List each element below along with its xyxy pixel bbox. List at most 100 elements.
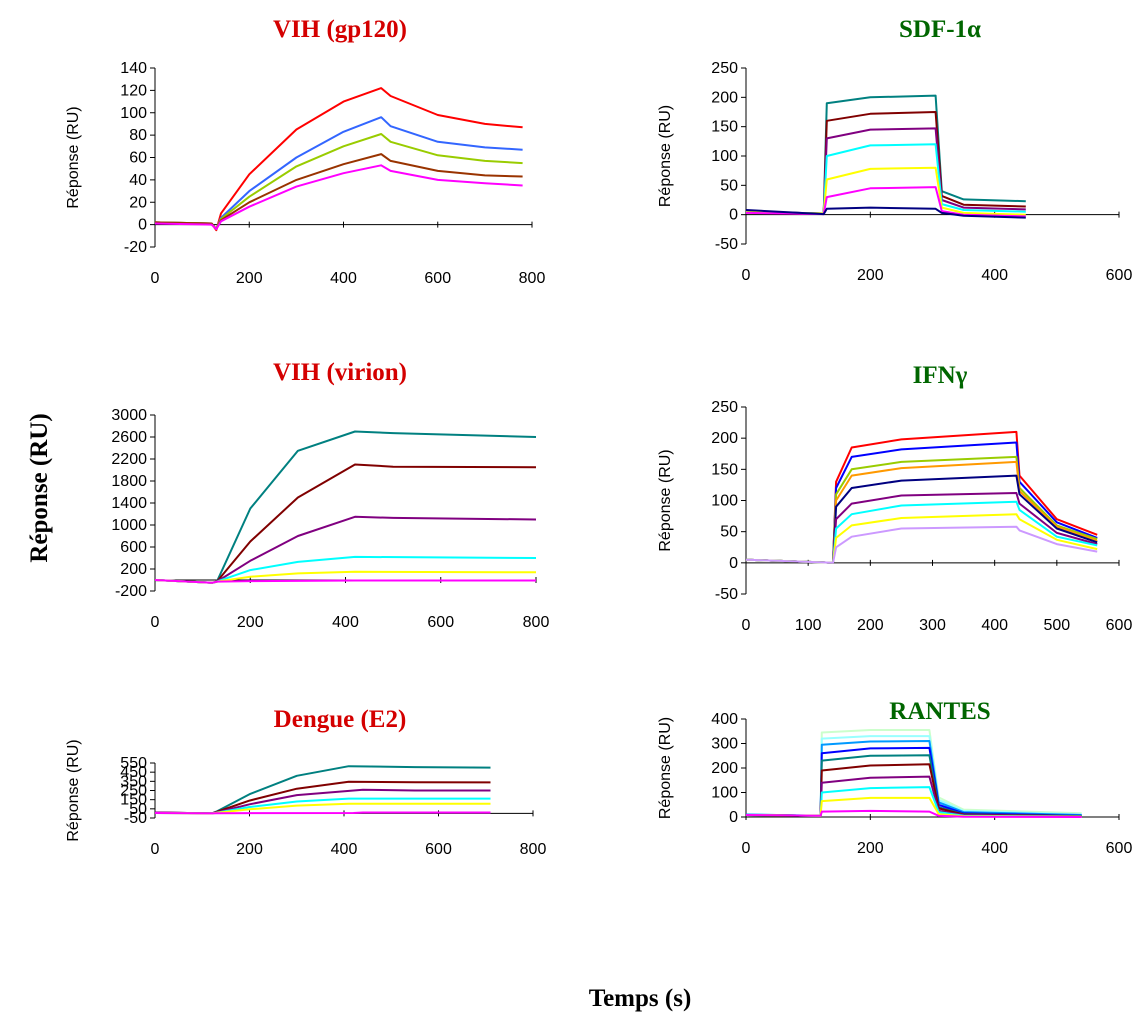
y-tick-label: -50: [715, 586, 738, 603]
y-tick-label: 1000: [111, 517, 147, 534]
series-line-7: [745, 206, 1026, 219]
y-axis-label: Réponse (RU): [65, 106, 82, 208]
y-tick-label: 0: [729, 555, 738, 572]
y-tick-label: 1400: [111, 495, 147, 512]
y-tick-label: 100: [711, 148, 738, 165]
y-tick-label: 150: [120, 792, 147, 809]
y-tick-label: 300: [711, 736, 738, 753]
x-tick-label: 400: [332, 614, 359, 631]
x-tick-label: 400: [330, 270, 357, 287]
y-tick-label: 100: [711, 785, 738, 802]
x-tick-label: 100: [795, 617, 822, 634]
x-tick-label: 200: [237, 614, 264, 631]
chart-panel-6: RANTES Réponse (RU) 0 100 200 300 400 0 200 400 60…: [657, 698, 1132, 857]
x-tick-label: 0: [151, 270, 160, 287]
series-line-2: [745, 111, 1026, 215]
y-tick-label: -50: [124, 810, 147, 827]
series-line-2: [154, 463, 537, 584]
y-tick-label: 150: [711, 461, 738, 478]
y-tick-label: 80: [129, 127, 147, 144]
series-line-5: [745, 474, 1098, 564]
figure-y-axis-label: Réponse (RU): [26, 413, 53, 562]
series-line-3: [745, 740, 1082, 817]
x-tick-label: 0: [742, 840, 751, 857]
series-line-4: [154, 797, 491, 815]
x-tick-label: 200: [857, 840, 884, 857]
y-tick-label: 140: [120, 60, 147, 77]
chart-title: SDF-1α: [899, 16, 981, 43]
y-tick-label: -50: [715, 236, 738, 253]
y-tick-label: 200: [711, 430, 738, 447]
x-tick-label: 600: [427, 614, 454, 631]
y-axis-label: Réponse (RU): [657, 449, 674, 551]
x-tick-label: 600: [425, 841, 452, 858]
series-line-1: [154, 430, 537, 584]
y-tick-label: 350: [120, 773, 147, 790]
series-line-1: [745, 729, 1082, 817]
y-tick-label: 100: [120, 105, 147, 122]
x-tick-label: 200: [236, 841, 263, 858]
y-tick-label: 50: [129, 801, 147, 818]
x-tick-label: 500: [1043, 617, 1070, 634]
x-tick-label: 200: [857, 267, 884, 284]
chart-panel-1: VIH (gp120)Réponse (RU)-2002040608010012…: [65, 16, 545, 287]
series-line-3: [154, 788, 491, 815]
y-tick-label: 0: [729, 809, 738, 826]
y-tick-label: 1800: [111, 473, 147, 490]
y-tick-label: 400: [711, 711, 738, 728]
x-tick-label: 0: [151, 841, 160, 858]
y-tick-label: 600: [120, 539, 147, 556]
x-tick-label: 400: [981, 267, 1008, 284]
x-tick-label: 800: [519, 270, 546, 287]
x-tick-label: 200: [236, 270, 263, 287]
x-tick-label: 300: [919, 617, 946, 634]
chart-title: RANTES: [889, 698, 990, 725]
chart-panels: VIH (gp120)Réponse (RU)-2002040608010012…: [65, 16, 1132, 858]
x-tick-label: 600: [1106, 617, 1133, 634]
y-axis-label: Réponse (RU): [657, 105, 674, 207]
chart-title: VIH (gp120): [273, 16, 407, 43]
y-tick-label: 550: [120, 755, 147, 772]
y-tick-label: 200: [120, 561, 147, 578]
y-tick-label: 450: [120, 764, 147, 781]
y-tick-label: 40: [129, 172, 147, 189]
series-line-1: [745, 430, 1098, 564]
y-tick-label: 50: [720, 524, 738, 541]
y-tick-label: 0: [729, 207, 738, 224]
y-tick-label: -20: [124, 239, 147, 256]
series-line-4: [745, 143, 1026, 215]
y-tick-label: 3000: [111, 407, 147, 424]
x-tick-label: 800: [523, 614, 550, 631]
y-tick-label: 150: [711, 119, 738, 136]
y-tick-label: 120: [120, 82, 147, 99]
series-line-8: [745, 513, 1098, 564]
chart-title: VIH (virion): [273, 359, 407, 386]
y-tick-label: 50: [720, 177, 738, 194]
x-tick-label: 0: [151, 614, 160, 631]
y-tick-label: 2200: [111, 451, 147, 468]
series-line-4: [154, 153, 523, 231]
chart-title: IFNγ: [913, 362, 968, 389]
series-line-4: [745, 746, 1082, 817]
series-line-9: [745, 525, 1098, 564]
y-tick-label: 20: [129, 194, 147, 211]
y-tick-label: 250: [711, 399, 738, 416]
x-tick-label: 200: [857, 617, 884, 634]
series-line-6: [154, 579, 536, 584]
series-line-10: [745, 809, 1082, 818]
series-line-5: [154, 164, 523, 231]
y-tick-label: 250: [120, 783, 147, 800]
x-tick-label: 600: [1106, 840, 1133, 857]
y-tick-label: 0: [138, 217, 147, 234]
chart-panel-5: Dengue (E2) Réponse (RU) -5050150250350450…: [65, 706, 546, 858]
chart-title: Dengue (E2): [274, 706, 407, 733]
series-line-6: [154, 811, 491, 815]
y-tick-label: 200: [711, 89, 738, 106]
x-tick-label: 800: [520, 841, 547, 858]
x-tick-label: 400: [331, 841, 358, 858]
y-axis-label: Réponse (RU): [65, 739, 82, 841]
x-tick-label: 400: [981, 840, 1008, 857]
